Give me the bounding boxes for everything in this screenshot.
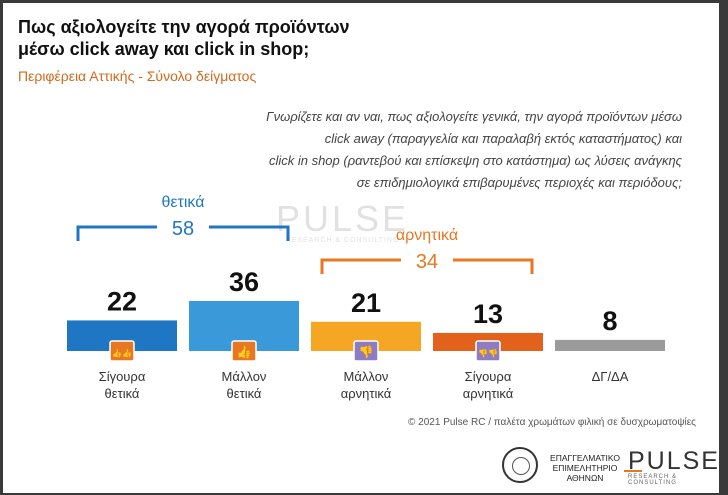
question-line-2: click away (παραγγελία και παραλαβή εκτό… <box>324 131 682 146</box>
group-label-1: αρνητικά <box>396 227 458 244</box>
category-label-4-0: ΔΓ/ΔΑ <box>592 369 629 384</box>
survey-question: Γνωρίζετε και αν ναι, πως αξιολογείτε γε… <box>162 106 682 194</box>
chart-subtitle: Περιφέρεια Αττικής - Σύνολο δείγματος <box>18 68 257 84</box>
watermark-tagline: RESEARCH & CONSULTING <box>285 237 400 244</box>
category-label-0-0: Σίγουρα <box>99 369 146 384</box>
chamber-line-3: ΑΘΗΝΩΝ <box>566 473 604 483</box>
group-bracket-left-1 <box>320 258 401 274</box>
double-thumbs-up-icon <box>109 340 135 362</box>
group-total-0: 58 <box>172 218 194 240</box>
pulse-logo-name: PULSE <box>628 447 720 475</box>
chamber-seal-icon <box>502 447 538 483</box>
thumbs-down-icon <box>353 340 379 362</box>
thumbs-up-icon-glyph: 👍 <box>237 345 252 359</box>
pulse-watermark: PULSE RESEARCH & CONSULTING <box>255 198 430 244</box>
data-label-1: 36 <box>229 267 259 297</box>
question-line-3: click in shop (ραντεβού και επίσκεψη στο… <box>268 153 682 168</box>
category-label-2-1: αρνητικά <box>341 386 392 401</box>
category-label-3-1: αρνητικά <box>463 386 514 401</box>
question-line-4: σε επιδημιολογικά επιβαρυμένες περιοχές … <box>356 175 682 190</box>
pulse-line-icon <box>624 470 642 472</box>
category-label-2-0: Μάλλον <box>344 369 389 384</box>
group-total-1: 34 <box>416 251 438 273</box>
group-label-0: θετικά <box>162 194 205 211</box>
question-line-1: Γνωρίζετε και αν ναι, πως αξιολογείτε γε… <box>266 109 682 124</box>
title-line-2: μέσω click away και click in shop; <box>18 39 310 59</box>
chamber-line-1: ΕΠΑΓΓΕΛΜΑΤΙΚΟ <box>550 453 620 463</box>
chart-card <box>3 3 719 493</box>
double-thumbs-up-icon-glyph: 👍👍 <box>112 348 132 358</box>
category-label-3-0: Σίγουρα <box>465 369 512 384</box>
category-label-0-1: θετικά <box>105 386 140 401</box>
data-label-4: 8 <box>602 306 617 336</box>
data-label-2: 21 <box>351 288 381 318</box>
bar-4 <box>555 339 665 351</box>
pulse-logo-tagline: RESEARCH & CONSULTING <box>628 474 678 486</box>
title-line-1: Πως αξιολογείτε την αγορά προϊόντων <box>18 17 350 37</box>
chamber-line-2: ΕΠΙΜΕΛΗΤΗΡΙΟ <box>552 463 618 473</box>
pulse-logo: PULSE RESEARCH & CONSULTING <box>624 447 720 486</box>
chart-title: Πως αξιολογείτε την αγορά προϊόντων μέσω… <box>18 16 438 60</box>
group-bracket-right-1 <box>453 258 534 274</box>
thumbs-up-icon <box>231 340 257 362</box>
thumbs-down-icon-glyph: 👎 <box>359 345 374 359</box>
watermark-name: PULSE <box>275 198 410 239</box>
double-thumbs-down-icon-glyph: 👎👎 <box>478 349 498 358</box>
category-label-1-0: Μάλλον <box>222 369 267 384</box>
category-label-1-1: θετικά <box>227 386 262 401</box>
double-thumbs-down-icon <box>475 340 501 362</box>
group-bracket-left-0 <box>76 225 157 241</box>
chamber-logo-text: ΕΠΑΓΓΕΛΜΑΤΙΚΟ ΕΠΙΜΕΛΗΤΗΡΙΟ ΑΘΗΝΩΝ <box>540 453 630 483</box>
copyright-footer: © 2021 Pulse RC / παλέτα χρωμάτων φιλική… <box>408 417 696 428</box>
group-bracket-right-0 <box>209 225 290 241</box>
data-label-3: 13 <box>473 299 503 329</box>
data-label-0: 22 <box>107 286 137 316</box>
